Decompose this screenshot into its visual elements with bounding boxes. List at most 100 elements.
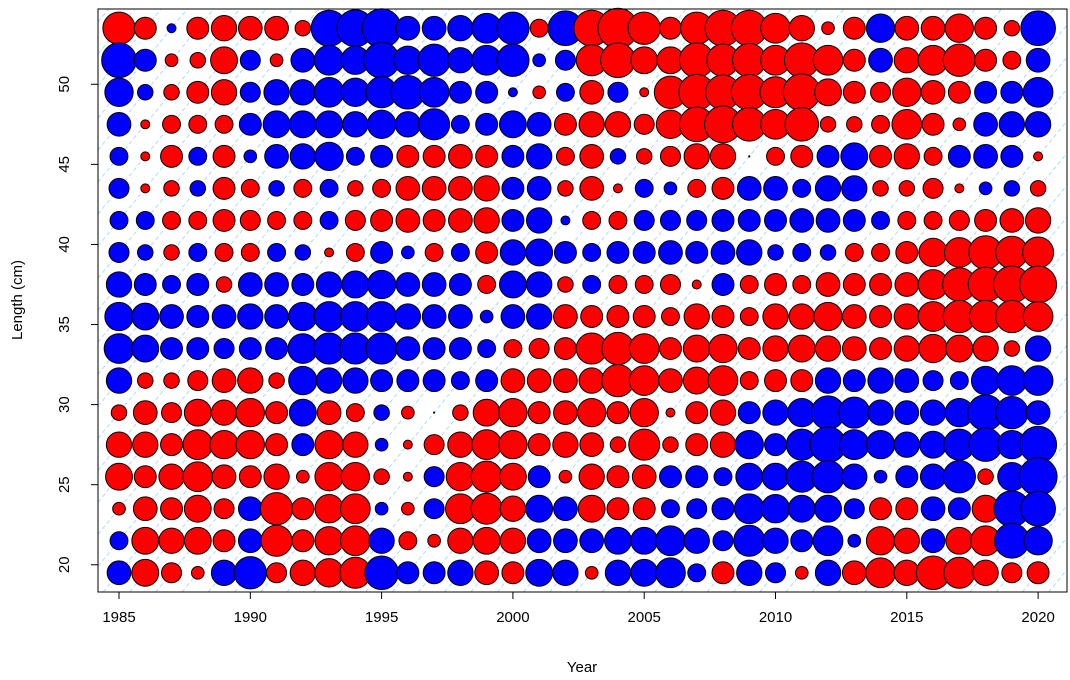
bubble-point <box>608 275 628 294</box>
bubble-point <box>842 273 866 296</box>
bubble-point <box>447 431 474 458</box>
bubble-point <box>291 433 315 457</box>
bubble-point <box>974 80 998 104</box>
bubble-point <box>865 429 896 460</box>
x-tick-label: 2010 <box>759 609 792 626</box>
bubble-point <box>790 529 814 553</box>
bubble-point <box>920 496 946 522</box>
bubble-point <box>211 304 237 329</box>
bubble-point <box>477 339 497 358</box>
bubble-point <box>422 144 446 168</box>
bubble-point <box>314 429 344 460</box>
bubble-point <box>764 208 787 232</box>
bubble-point <box>790 144 814 168</box>
bubble-point <box>578 367 605 394</box>
bubble-point <box>166 23 177 34</box>
bubble-point <box>448 176 473 201</box>
bubble-point <box>767 244 784 261</box>
bubble-point <box>475 240 499 264</box>
bubble-point <box>760 12 791 44</box>
bubble-point <box>105 462 133 491</box>
bubble-point <box>233 556 267 590</box>
bubble-point <box>871 243 890 262</box>
bubble-point <box>183 398 212 427</box>
bubble-point <box>711 273 735 296</box>
bubble-point <box>1025 400 1051 425</box>
bubble-point <box>712 530 734 552</box>
bubble-point <box>555 146 575 166</box>
bubble-point <box>604 526 632 555</box>
bubble-point <box>737 401 761 425</box>
bubble-point <box>525 494 554 523</box>
bubble-point <box>553 112 577 136</box>
bubble-point <box>893 143 920 170</box>
bubble-point <box>919 430 948 459</box>
bubble-point <box>133 273 157 296</box>
bubble-point <box>452 404 469 421</box>
bubble-point <box>137 372 154 389</box>
bubble-point <box>711 208 735 232</box>
bubble-point <box>499 527 527 554</box>
x-axis: 1985 1990 1995 2000 2005 2010 2015 2020 <box>102 591 1055 626</box>
bubble-point <box>841 336 867 361</box>
bubble-point <box>188 210 208 230</box>
bubble-point <box>268 372 285 389</box>
bubble-point <box>633 209 655 231</box>
bubble-point <box>213 338 235 360</box>
bubble-point <box>186 80 210 104</box>
bubble-point <box>606 497 630 521</box>
bubble-point <box>344 209 366 231</box>
bubble-point <box>659 145 681 167</box>
bubble-point <box>289 559 316 586</box>
bubble-point <box>131 334 160 363</box>
bubble-point <box>212 208 236 232</box>
bubble-point <box>532 85 546 100</box>
bubble-point <box>342 431 369 458</box>
bubble-point <box>188 146 208 166</box>
bubble-point <box>662 436 679 453</box>
bubble-point <box>214 243 234 262</box>
bubble-point <box>160 144 183 168</box>
bubble-point <box>159 304 184 329</box>
bubble-point <box>630 526 659 555</box>
bubble-point <box>842 80 866 104</box>
bubble-point <box>501 561 525 585</box>
bubble-point <box>762 399 789 426</box>
bubble-point <box>423 466 445 488</box>
bubble-point <box>163 244 180 261</box>
bubble-point <box>1026 561 1050 585</box>
bubble-point <box>713 467 733 487</box>
bubble-point <box>844 243 864 262</box>
bubble-point <box>686 209 708 231</box>
bubble-point <box>557 276 574 293</box>
bubble-point <box>366 301 397 332</box>
bubble-point <box>1022 301 1054 332</box>
bubble-point <box>105 431 133 458</box>
bubble-point <box>898 180 916 197</box>
bubble-point <box>238 112 262 136</box>
bubble-point <box>763 176 788 201</box>
bubble-point <box>237 15 263 41</box>
y-tick-label: 20 <box>56 556 73 573</box>
bubble-point <box>264 15 289 41</box>
bubble-point <box>604 111 632 138</box>
bubble-point <box>554 49 576 71</box>
bubble-point <box>422 208 446 232</box>
bubble-point <box>1033 151 1044 162</box>
bubble-point <box>500 368 526 393</box>
bubble-point <box>815 208 841 233</box>
bubble-point <box>711 497 735 521</box>
bubble-point <box>447 15 474 42</box>
bubble-point <box>974 48 998 72</box>
bubble-point <box>918 333 948 364</box>
bubble-point <box>313 76 345 108</box>
bubble-point <box>291 273 315 296</box>
bubble-point <box>186 16 210 40</box>
bubble-point <box>609 148 627 165</box>
bubble-point <box>865 526 896 556</box>
bubble-point <box>812 44 844 76</box>
bubble-point <box>373 404 390 421</box>
bubble-point <box>212 529 236 553</box>
bubble-point <box>789 208 815 233</box>
bubble-point <box>417 43 451 77</box>
